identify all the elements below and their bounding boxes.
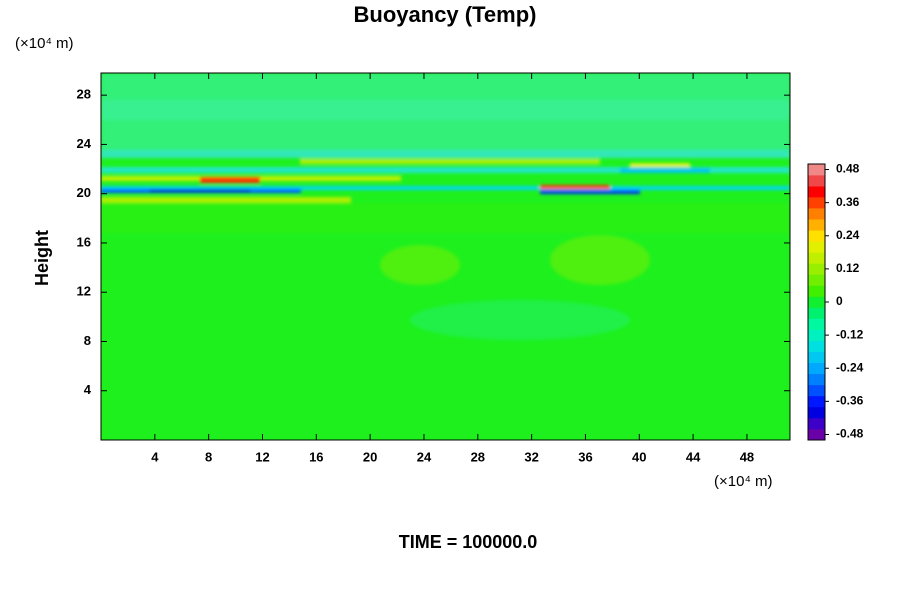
time-annotation: TIME = 100000.0 bbox=[399, 532, 538, 552]
x-tick-label: 12 bbox=[255, 449, 269, 464]
field-blob bbox=[410, 300, 630, 340]
colorbar-band bbox=[808, 417, 825, 430]
y-tick-label: 8 bbox=[84, 333, 91, 348]
field-band bbox=[630, 163, 690, 167]
colorbar-band bbox=[808, 186, 825, 198]
x-tick-label: 48 bbox=[740, 449, 754, 464]
field-features bbox=[101, 73, 790, 340]
field-band bbox=[101, 100, 790, 120]
field-band bbox=[101, 186, 790, 190]
chart-title: Buoyancy (Temp) bbox=[354, 2, 537, 27]
colorbar-band bbox=[808, 351, 825, 364]
x-tick-label: 4 bbox=[151, 449, 159, 464]
field-band bbox=[620, 168, 710, 173]
y-tick-label: 24 bbox=[77, 136, 92, 151]
y-tick-label: 20 bbox=[77, 185, 91, 200]
colorbar-band bbox=[808, 241, 825, 253]
colorbar-tick-label: 0 bbox=[836, 294, 843, 308]
colorbar-band bbox=[808, 384, 825, 397]
plot-frame bbox=[100, 72, 791, 441]
x-tick-label: 24 bbox=[417, 449, 432, 464]
x-tick-label: 28 bbox=[471, 449, 485, 464]
colorbar-band bbox=[808, 296, 825, 308]
x-tick-label: 16 bbox=[309, 449, 323, 464]
colorbar-band bbox=[808, 230, 825, 242]
colorbar-band bbox=[808, 208, 825, 220]
field-band bbox=[101, 197, 351, 203]
colorbar-tick-label: -0.24 bbox=[836, 360, 864, 374]
field-band bbox=[150, 189, 250, 192]
x-tick-label: 44 bbox=[686, 449, 701, 464]
colorbar-tick-label: 0.36 bbox=[836, 195, 860, 209]
colorbar-tick-label: 0.24 bbox=[836, 228, 860, 242]
x-tick-label: 40 bbox=[632, 449, 646, 464]
colorbar-band bbox=[808, 285, 825, 297]
colorbar-band bbox=[808, 395, 825, 408]
y-axis-label: Height bbox=[32, 230, 52, 286]
y-tick-label: 16 bbox=[77, 234, 91, 249]
colorbar-tick-label: -0.12 bbox=[836, 327, 864, 341]
colorbar-band bbox=[808, 406, 825, 419]
colorbar-band bbox=[808, 329, 825, 341]
colorbar-band bbox=[808, 164, 825, 176]
colorbar-band bbox=[808, 197, 825, 209]
y-tick-label: 4 bbox=[84, 382, 92, 397]
colorbar-band bbox=[808, 175, 825, 187]
colorbar-band bbox=[808, 252, 825, 264]
colorbar-band bbox=[808, 340, 825, 352]
colorbar-tick-label: -0.48 bbox=[836, 427, 864, 441]
field bbox=[101, 73, 790, 440]
field-band bbox=[101, 203, 790, 233]
field-band bbox=[540, 185, 610, 189]
colorbar-band bbox=[808, 373, 825, 386]
x-tick-label: 20 bbox=[363, 449, 377, 464]
colorbar-band bbox=[808, 362, 825, 375]
field-band bbox=[101, 150, 790, 158]
x-tick-label: 32 bbox=[524, 449, 538, 464]
colorbar-band bbox=[808, 219, 825, 231]
x-tick-label: 36 bbox=[578, 449, 592, 464]
colorbar-tick-label: 0.12 bbox=[836, 261, 860, 275]
field-band bbox=[200, 177, 260, 183]
field-band bbox=[101, 167, 790, 173]
colorbar-band bbox=[808, 263, 825, 275]
y-unit: (×10⁴ m) bbox=[15, 35, 74, 52]
colorbar-tick-label: 0.48 bbox=[836, 162, 860, 176]
field-band bbox=[300, 159, 600, 164]
field-blob bbox=[380, 245, 460, 285]
colorbar-tick-label: -0.36 bbox=[836, 394, 864, 408]
colorbar-band bbox=[808, 307, 825, 319]
colorbar-band bbox=[808, 318, 825, 330]
colorbar-band bbox=[808, 428, 825, 441]
x-tick-label: 8 bbox=[205, 449, 212, 464]
field-band bbox=[540, 190, 640, 194]
y-tick-label: 12 bbox=[77, 284, 91, 299]
y-tick-label: 28 bbox=[77, 87, 91, 102]
field-blob bbox=[550, 235, 650, 285]
colorbar-band bbox=[808, 274, 825, 286]
x-unit: (×10⁴ m) bbox=[714, 473, 773, 490]
